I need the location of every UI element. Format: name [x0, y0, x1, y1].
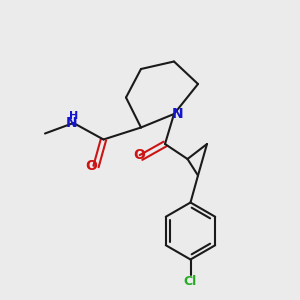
Text: H: H: [69, 111, 78, 122]
Text: N: N: [172, 107, 183, 121]
Text: N: N: [66, 116, 78, 130]
Text: Cl: Cl: [184, 274, 197, 288]
Text: O: O: [85, 160, 98, 173]
Text: O: O: [134, 148, 146, 162]
